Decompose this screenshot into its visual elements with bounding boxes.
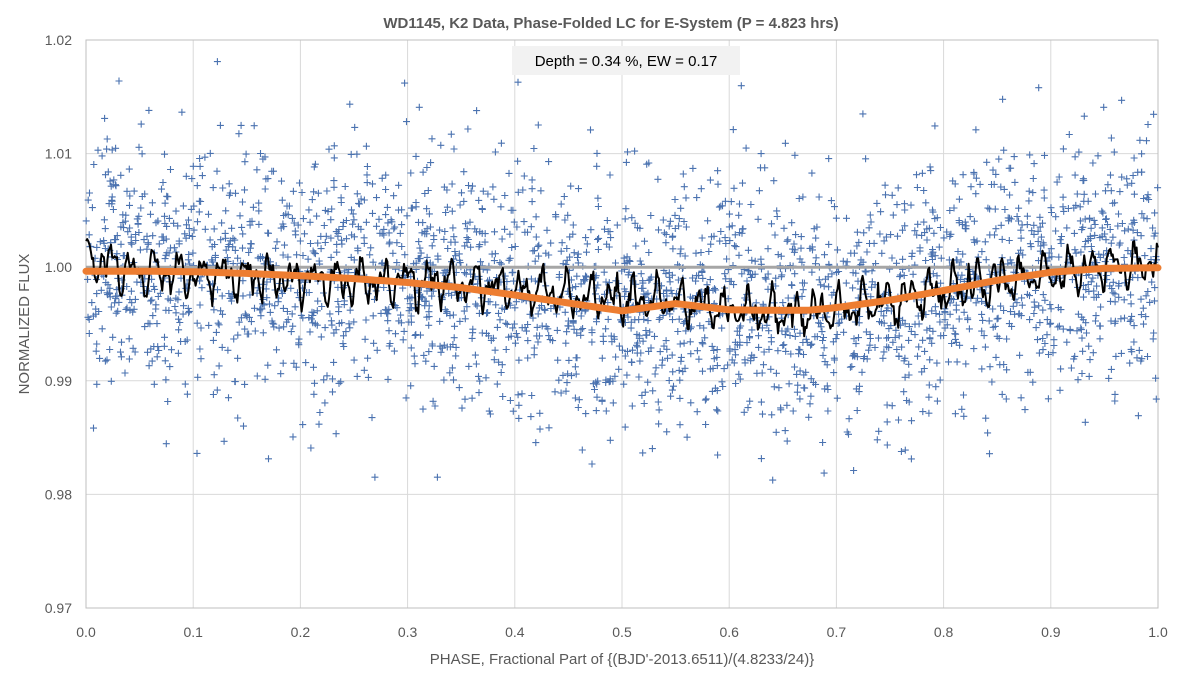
x-tick-label: 0.1 [183,624,203,640]
x-tick-label: 0.2 [291,624,311,640]
y-tick-label: 0.99 [45,373,72,389]
x-tick-label: 0.9 [1041,624,1061,640]
x-tick-label: 0.8 [934,624,954,640]
chart-title: WD1145, K2 Data, Phase-Folded LC for E-S… [383,15,838,32]
grid [86,40,1158,608]
plot-area-border [85,39,1159,609]
x-tick-label: 0.6 [719,624,739,640]
y-tick-label: 0.97 [45,600,72,616]
annotation-text: Depth = 0.34 %, EW = 0.17 [535,53,718,70]
x-tick-label: 1.0 [1148,624,1168,640]
x-tick-label: 0.4 [505,624,525,640]
model-line [82,264,1162,315]
x-tick-label: 0.5 [612,624,632,640]
y-axis-ticks: 0.97 0.98 0.99 1.00 1.01 1.02 [45,32,72,616]
x-tick-label: 0.0 [76,624,96,640]
x-tick-label: 0.3 [398,624,418,640]
lines-layer [82,238,1162,338]
x-axis-label: PHASE, Fractional Part of {(BJD'-2013.65… [430,651,814,668]
annotation-background [512,46,740,75]
y-tick-label: 0.98 [45,486,72,502]
x-tick-label: 0.7 [827,624,847,640]
x-axis-ticks: 0.0 0.1 0.2 0.3 0.4 0.5 0.6 0.7 0.8 0.9 1.0 [76,624,1168,640]
y-tick-label: 1.00 [45,259,72,275]
y-tick-label: 1.02 [45,32,72,48]
annotation-box: Depth = 0.34 %, EW = 0.17 [512,46,740,75]
y-tick-label: 1.01 [45,146,72,162]
y-axis-label: NORMALIZED FLUX [16,254,33,395]
